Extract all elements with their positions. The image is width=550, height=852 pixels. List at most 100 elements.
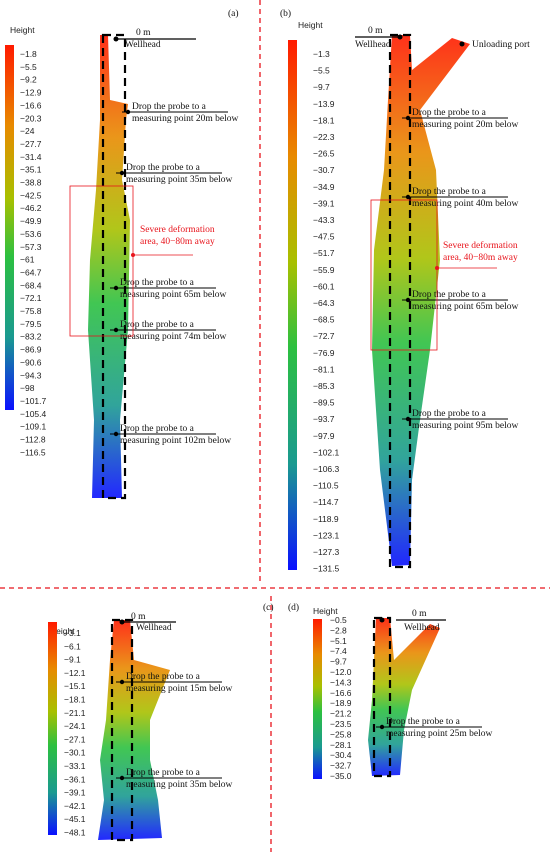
scale-label: −21.1: [64, 708, 86, 718]
scale-label: −36.1: [64, 774, 86, 784]
wellhead-label: Wellhead: [355, 40, 391, 50]
note-text: Drop the probe to a: [126, 163, 201, 173]
note-text: measuring point 20m below: [412, 120, 518, 130]
area-text: Severe deformation: [443, 240, 518, 251]
scale-title: Height: [313, 606, 338, 616]
note-text: Drop the probe to a: [120, 278, 195, 288]
scale-label: −110.5: [313, 481, 339, 491]
note-dot: [113, 327, 119, 333]
scale-label: −16.6: [20, 100, 42, 110]
note-dot: [113, 431, 119, 437]
scale-label: −61: [20, 255, 35, 265]
scale-label: −7.4: [330, 646, 347, 656]
note-text: measuring point 35m below: [126, 175, 232, 185]
scale-label: −55.9: [313, 265, 335, 275]
note-text: Drop the probe to a: [412, 187, 487, 197]
scale-label: −68.4: [20, 280, 42, 290]
borehole: [388, 33, 412, 569]
note-text: measuring point 95m below: [412, 421, 518, 431]
scale-label: −114.7: [313, 497, 339, 507]
scale-label: −22.3: [313, 132, 335, 142]
zero-label: 0 m: [131, 612, 146, 622]
scale-label: −93.7: [313, 414, 335, 424]
scale-label: −25.8: [330, 729, 352, 739]
wellhead-label: Wellhead: [125, 40, 161, 50]
scale-label: −106.3: [313, 464, 340, 474]
scale-label: −24.1: [64, 721, 86, 731]
note-text: Drop the probe to a: [412, 108, 487, 118]
note-text: measuring point 20m below: [132, 114, 238, 124]
scale-label: −53.6: [20, 229, 42, 239]
panel-label: (a): [228, 8, 239, 19]
scale-label: −57.3: [20, 242, 42, 252]
scale-label: −6.1: [64, 641, 81, 651]
scale-label: −9.1: [64, 655, 81, 665]
scale-label: −34.9: [313, 182, 335, 192]
port-label: Unloading port: [472, 40, 530, 50]
note-dot: [113, 285, 119, 291]
note-text: measuring point 35m below: [126, 780, 232, 790]
scale-label: −35.1: [20, 165, 42, 175]
scale-label: −1.8: [20, 49, 37, 59]
scale-label: −112.8: [20, 435, 46, 445]
scale-label: −18.1: [313, 115, 335, 125]
panel-label: (d): [288, 602, 299, 613]
port-dot: [459, 41, 465, 47]
scale-label: −39.1: [64, 788, 86, 798]
scale-label: −31.4: [20, 152, 42, 162]
scale-title: Height: [298, 20, 323, 30]
panel-label: (b): [280, 8, 291, 19]
scale-label: −27.7: [20, 139, 42, 149]
note-text: Drop the probe to a: [386, 717, 461, 727]
note-dot: [119, 775, 125, 781]
scale-label: −9.2: [20, 75, 37, 85]
note-text: measuring point 74m below: [120, 332, 226, 342]
wellhead-label: Wellhead: [136, 623, 172, 633]
scale-label: −21.2: [330, 709, 352, 719]
scale-label: −46.2: [20, 203, 42, 213]
area-dot: [435, 266, 439, 270]
scale-label: −60.1: [313, 281, 335, 291]
scale-label: −5.5: [20, 62, 37, 72]
wellhead-label: Wellhead: [404, 623, 440, 633]
note-text: measuring point 65m below: [412, 302, 518, 312]
scale-label: −72.1: [20, 293, 42, 303]
scale-label: −12.9: [20, 88, 42, 98]
deformation-box: [69, 185, 134, 337]
scale-label: −12.0: [330, 667, 352, 677]
deformation-box: [370, 199, 438, 351]
scale-label: −48.1: [64, 828, 86, 838]
scale-label: −0.5: [330, 615, 347, 625]
scale-label: −9.7: [330, 657, 347, 667]
note-dot: [405, 194, 411, 200]
note-dot: [379, 724, 385, 730]
scale-label: −89.5: [313, 398, 335, 408]
note-text: Drop the probe to a: [126, 672, 201, 682]
note-text: Drop the probe to a: [126, 768, 201, 778]
note-text: Drop the probe to a: [132, 102, 207, 112]
scale-label: −24: [20, 126, 35, 136]
scale-label: −102.1: [313, 447, 340, 457]
scale-label: −81.1: [313, 364, 335, 374]
note-dot: [405, 297, 411, 303]
area-dot: [131, 253, 135, 257]
scale-title: Height: [10, 25, 35, 35]
scale-label: −23.5: [330, 719, 352, 729]
scale-label: −101.7: [20, 396, 47, 406]
scale-label: −116.5: [20, 447, 46, 457]
scale-label: −2.8: [330, 625, 347, 635]
scale-label: −15.1: [64, 681, 86, 691]
scale-label: −47.5: [313, 232, 335, 242]
scale-label: −83.2: [20, 332, 42, 342]
note-text: measuring point 65m below: [120, 290, 226, 300]
note-text: measuring point 25m below: [386, 729, 492, 739]
scale-label: −85.3: [313, 381, 335, 391]
note-text: Drop the probe to a: [120, 320, 195, 330]
note-text: measuring point 40m below: [412, 199, 518, 209]
scale-label: −26.5: [313, 149, 335, 159]
scale-label: −13.9: [313, 99, 335, 109]
scale-label: −86.9: [20, 345, 42, 355]
note-text: Drop the probe to a: [412, 409, 487, 419]
